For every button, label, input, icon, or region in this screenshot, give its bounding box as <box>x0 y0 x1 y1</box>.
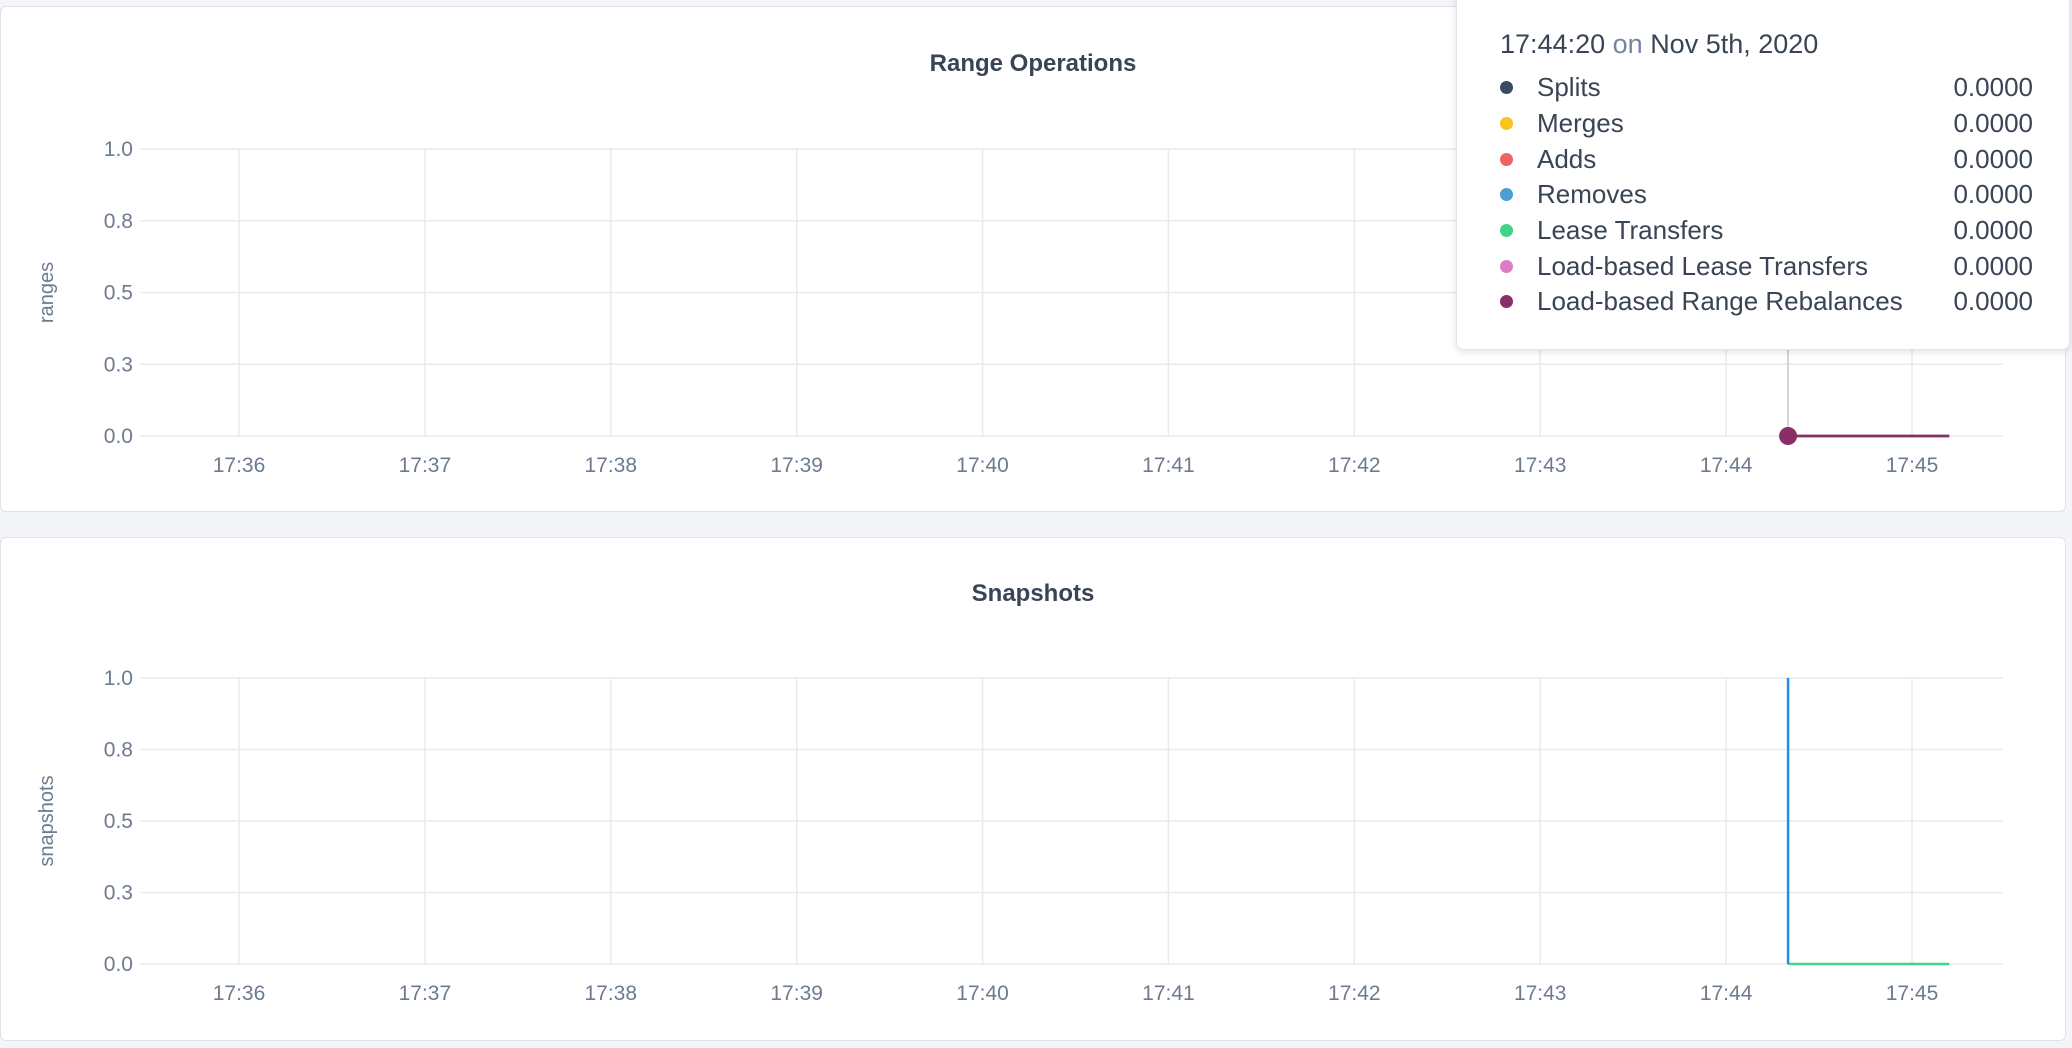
x-tick-label: 17:39 <box>770 982 823 1005</box>
x-tick-label: 17:41 <box>1142 454 1195 477</box>
y-tick-label: 0.5 <box>104 282 133 305</box>
x-tick-label: 17:38 <box>584 454 637 477</box>
hover-tooltip: 17:44:20 on Nov 5th, 2020 Splits 0.0000 Me… <box>1456 0 2070 350</box>
hover-point <box>1779 427 1798 445</box>
chart-title: Snapshots <box>971 580 1095 607</box>
snapshots-chart[interactable]: 0.0 0.3 0.5 0.8 1.0 17:36 17:37 17:38 17:39 17:40… <box>1 538 2067 1042</box>
tooltip-row: Load-based Range Rebalances 0.0000 <box>1500 284 2069 320</box>
x-tick-label: 17:43 <box>1514 982 1567 1005</box>
legend-dot-icon <box>1500 152 1513 166</box>
legend-dot-icon <box>1500 259 1513 273</box>
series-name: Lease Transfers <box>1537 215 1724 246</box>
tooltip-on: on <box>1612 29 1643 59</box>
series-value: 0.0000 <box>1953 286 2033 317</box>
series-name: Removes <box>1537 179 1647 210</box>
x-tick-label: 17:45 <box>1886 982 1939 1005</box>
x-tick-label: 17:39 <box>770 454 823 477</box>
x-tick-label: 17:40 <box>956 454 1009 477</box>
legend-dot-icon <box>1500 295 1513 309</box>
y-tick-label: 0.5 <box>104 810 133 833</box>
tooltip-time: 17:44:20 <box>1500 29 1606 59</box>
y-tick-label: 0.3 <box>104 353 133 376</box>
legend-dot-icon <box>1500 188 1513 202</box>
tooltip-row: Removes 0.0000 <box>1500 177 2069 213</box>
legend-dot-icon <box>1500 224 1513 238</box>
y-tick-label: 0.8 <box>104 210 133 233</box>
series-value: 0.0000 <box>1953 108 2033 139</box>
x-tick-label: 17:36 <box>213 454 266 477</box>
snapshots-panel: Snapshots 0.0 0.3 0.5 0.8 1.0 17:36 17:37 17:38… <box>0 537 2066 1041</box>
y-tick-label: 1.0 <box>104 667 133 690</box>
x-tick-label: 17:37 <box>399 982 452 1005</box>
legend-dot-icon <box>1500 81 1513 95</box>
x-tick-label: 17:41 <box>1142 982 1195 1005</box>
x-tick-label: 17:42 <box>1328 454 1381 477</box>
tooltip-row: Load-based Lease Transfers 0.0000 <box>1500 248 2069 284</box>
series-name: Load-based Range Rebalances <box>1537 286 1903 317</box>
y-tick-label: 0.0 <box>104 425 133 448</box>
tooltip-date: Nov 5th, 2020 <box>1650 29 1819 59</box>
x-tick-label: 17:44 <box>1700 982 1753 1005</box>
y-axis-label: snapshots <box>36 775 58 866</box>
x-tick-label: 17:38 <box>584 982 637 1005</box>
series-name: Load-based Lease Transfers <box>1537 250 1868 281</box>
y-tick-label: 0.3 <box>104 882 133 905</box>
series-name: Adds <box>1537 143 1597 174</box>
tooltip-row: Lease Transfers 0.0000 <box>1500 213 2069 249</box>
y-tick-label: 0.8 <box>104 739 133 762</box>
series-name: Splits <box>1537 72 1601 103</box>
series-value: 0.0000 <box>1953 215 2033 246</box>
legend-dot-icon <box>1500 117 1513 131</box>
series-value: 0.0000 <box>1953 143 2033 174</box>
series-value: 0.0000 <box>1953 72 2033 103</box>
x-tick-label: 17:43 <box>1514 454 1567 477</box>
series-value: 0.0000 <box>1953 179 2033 210</box>
tooltip-row: Splits 0.0000 <box>1500 70 2069 106</box>
tooltip-row: Adds 0.0000 <box>1500 141 2069 177</box>
x-tick-label: 17:36 <box>213 982 266 1005</box>
y-axis-label: ranges <box>36 262 58 323</box>
tooltip-row: Merges 0.0000 <box>1500 106 2069 142</box>
series-name: Merges <box>1537 108 1624 139</box>
x-tick-label: 17:44 <box>1700 454 1753 477</box>
series-value: 0.0000 <box>1953 250 2033 281</box>
tooltip-header: 17:44:20 on Nov 5th, 2020 <box>1500 29 2069 60</box>
x-tick-label: 17:37 <box>399 454 452 477</box>
x-tick-label: 17:40 <box>956 982 1009 1005</box>
x-tick-label: 17:45 <box>1886 454 1939 477</box>
chart-title: Range Operations <box>929 50 1137 77</box>
x-tick-label: 17:42 <box>1328 982 1381 1005</box>
y-tick-label: 1.0 <box>104 138 133 161</box>
y-tick-label: 0.0 <box>104 953 133 976</box>
